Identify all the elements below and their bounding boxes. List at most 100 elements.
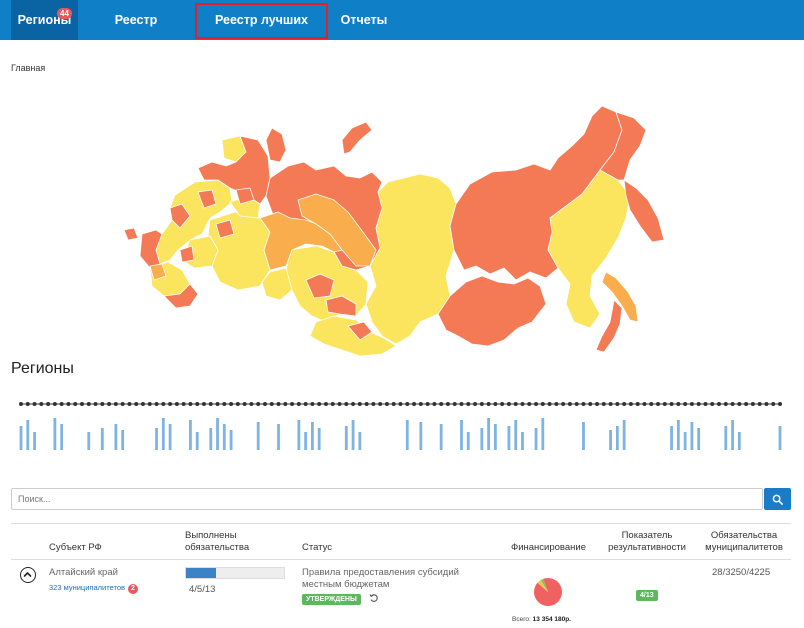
timeline-dot[interactable] <box>730 402 735 406</box>
timeline-dot[interactable] <box>310 402 315 406</box>
timeline-dot[interactable] <box>147 402 152 406</box>
search-button[interactable] <box>764 488 791 510</box>
expand-row-button[interactable] <box>20 567 36 583</box>
timeline-dot[interactable] <box>134 402 139 406</box>
timeline-dot[interactable] <box>656 402 661 406</box>
timeline-dot[interactable] <box>561 402 566 406</box>
timeline-bar[interactable] <box>216 418 219 450</box>
undo-icon[interactable] <box>369 593 379 603</box>
timeline-dot[interactable] <box>127 402 132 406</box>
timeline-dot[interactable] <box>479 402 484 406</box>
timeline-bar[interactable] <box>615 426 619 450</box>
timeline-dot[interactable] <box>174 402 179 406</box>
timeline-dot[interactable] <box>249 402 254 406</box>
timeline-dot[interactable] <box>344 402 349 406</box>
timeline-dot[interactable] <box>235 402 240 406</box>
timeline-dot[interactable] <box>52 402 57 406</box>
pie-slice-1[interactable] <box>537 579 548 592</box>
timeline-bar[interactable] <box>121 430 125 450</box>
timeline-bar[interactable] <box>737 432 741 450</box>
timeline-dot[interactable] <box>534 402 539 406</box>
timeline-dot[interactable] <box>296 402 301 406</box>
row-municipalities-link[interactable]: 323 муниципалитетов 2 <box>49 583 138 594</box>
timeline-dot[interactable] <box>39 402 44 406</box>
th-obligations[interactable]: Обязательства муниципалитетов <box>705 530 783 553</box>
timeline-dot[interactable] <box>100 402 105 406</box>
timeline-dot[interactable] <box>574 402 579 406</box>
timeline-bar[interactable] <box>351 420 355 450</box>
timeline-dot[interactable] <box>66 402 71 406</box>
timeline-dot[interactable] <box>764 402 769 406</box>
timeline-bar[interactable] <box>622 420 626 450</box>
timeline-dot[interactable] <box>357 402 362 406</box>
timeline-bar[interactable] <box>209 428 213 450</box>
timeline-bar[interactable] <box>690 422 694 450</box>
timeline-bar[interactable] <box>168 424 172 450</box>
timeline-dot[interactable] <box>737 402 742 406</box>
timeline-bar[interactable] <box>297 420 301 450</box>
timeline-bar[interactable] <box>405 420 409 450</box>
timeline-bar[interactable] <box>26 420 30 450</box>
timeline-bar[interactable] <box>541 418 545 450</box>
timeline-bar[interactable] <box>155 428 158 450</box>
timeline-bar[interactable] <box>676 420 680 450</box>
timeline-dot[interactable] <box>168 402 173 406</box>
timeline-dot[interactable] <box>337 402 342 406</box>
timeline-bar[interactable] <box>358 432 362 450</box>
timeline-bar[interactable] <box>439 424 443 450</box>
timeline-dot[interactable] <box>493 402 498 406</box>
timeline-dot[interactable] <box>723 402 728 406</box>
breadcrumb[interactable]: Главная <box>11 63 46 73</box>
timeline-dot[interactable] <box>330 402 335 406</box>
timeline-dot[interactable] <box>683 402 688 406</box>
timeline-dot[interactable] <box>696 402 701 406</box>
timeline-dot[interactable] <box>283 402 288 406</box>
pie-slice-0[interactable] <box>534 577 563 606</box>
timeline-dot[interactable] <box>405 402 410 406</box>
timeline-dot[interactable] <box>323 402 328 406</box>
timeline-dot[interactable] <box>662 402 667 406</box>
timeline-dot[interactable] <box>107 402 112 406</box>
timeline-dot[interactable] <box>181 402 186 406</box>
timeline-dot[interactable] <box>59 402 64 406</box>
timeline-bar[interactable] <box>480 428 484 450</box>
timeline-dot[interactable] <box>527 402 532 406</box>
timeline-bar[interactable] <box>114 424 118 450</box>
timeline-dot[interactable] <box>391 402 396 406</box>
timeline-dot[interactable] <box>567 402 572 406</box>
timeline-dot[interactable] <box>262 402 267 406</box>
pie-slice-2[interactable] <box>540 578 548 592</box>
timeline-bar[interactable] <box>19 426 23 450</box>
timeline-bar[interactable] <box>507 426 511 450</box>
nav-reports[interactable]: Отчеты <box>335 0 393 40</box>
th-indicator[interactable]: Показатель результативности <box>608 530 686 553</box>
timeline-dot[interactable] <box>269 402 274 406</box>
timeline-dot[interactable] <box>140 402 145 406</box>
timeline-bar[interactable] <box>534 428 538 450</box>
timeline-bar[interactable] <box>582 422 585 450</box>
timeline-dot[interactable] <box>642 402 647 406</box>
timeline-dot[interactable] <box>581 402 586 406</box>
timeline-dot[interactable] <box>371 402 376 406</box>
timeline-dot[interactable] <box>86 402 91 406</box>
timeline-dot[interactable] <box>256 402 261 406</box>
timeline-dot[interactable] <box>215 402 220 406</box>
timeline-bar[interactable] <box>419 422 423 450</box>
timeline-dot[interactable] <box>520 402 525 406</box>
timeline-bar[interactable] <box>161 418 165 450</box>
nav-territories[interactable]: Реестр территорий <box>80 0 192 67</box>
timeline-dot[interactable] <box>628 402 633 406</box>
timeline-dot[interactable] <box>73 402 78 406</box>
timeline-bar[interactable] <box>670 426 673 450</box>
timeline-bar[interactable] <box>487 418 490 450</box>
nav-regions[interactable]: Регионы 44 <box>11 0 78 40</box>
timeline-dot[interactable] <box>425 402 430 406</box>
timeline-dot[interactable] <box>290 402 295 406</box>
timeline-dot[interactable] <box>188 402 193 406</box>
timeline-dot[interactable] <box>195 402 200 406</box>
timeline-dot[interactable] <box>703 402 708 406</box>
timeline-dot[interactable] <box>466 402 471 406</box>
timeline-dot[interactable] <box>649 402 654 406</box>
timeline-bar[interactable] <box>724 426 728 450</box>
timeline-bar[interactable] <box>304 432 308 450</box>
